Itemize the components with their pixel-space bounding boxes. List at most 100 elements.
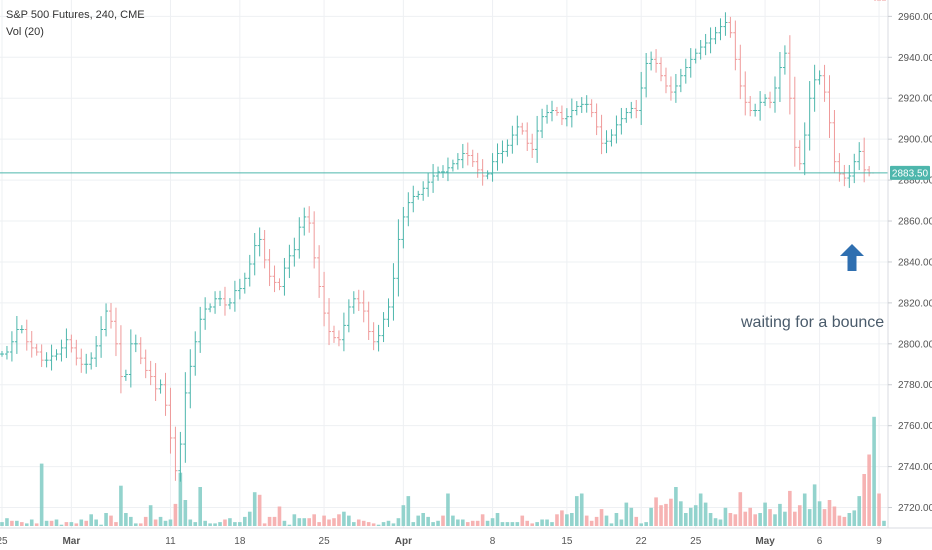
time-tick-label: May: [755, 536, 775, 547]
price-bar: [738, 44, 743, 100]
price-bar: [857, 142, 862, 171]
price-bar: [589, 99, 594, 118]
volume-bar: [505, 522, 510, 526]
price-bar: [252, 232, 257, 276]
price-bar: [19, 325, 24, 334]
price-bar: [510, 125, 515, 154]
price-tick-label: 2900.00: [898, 135, 932, 146]
last-price-box: [890, 165, 930, 180]
volume-bar: [188, 519, 193, 526]
price-tick-label: 2920.00: [898, 94, 932, 105]
price-bar: [713, 26, 718, 45]
volume-bar: [64, 522, 69, 526]
volume-bar: [594, 516, 599, 526]
price-bar: [39, 344, 44, 368]
price-bar: [416, 190, 421, 200]
price-bar: [465, 142, 470, 166]
price-bar: [297, 217, 302, 259]
price-bar: [753, 103, 758, 117]
price-bar: [733, 20, 738, 71]
volume-bar: [614, 513, 619, 526]
price-bar: [123, 369, 128, 381]
volume-bar: [698, 493, 703, 526]
price-bar: [327, 298, 332, 346]
annotation-text: waiting for a bounce: [740, 314, 884, 331]
volume-bar: [599, 509, 604, 526]
price-tick-label: 2800.00: [898, 339, 932, 350]
volume-bar: [148, 505, 153, 526]
price-bar: [654, 49, 659, 73]
volume-bar: [411, 522, 416, 526]
price-tick-label: 2740.00: [898, 462, 932, 473]
price-bar: [198, 306, 203, 353]
volume-bar: [461, 519, 465, 526]
price-bar: [113, 307, 118, 357]
volume-indicator-label: Vol (20): [6, 26, 44, 38]
volume-bar: [317, 522, 321, 526]
time-tick-label: 9: [876, 536, 882, 547]
volume-bar: [693, 505, 698, 526]
volume-bar: [104, 513, 108, 526]
volume-bar: [629, 507, 634, 526]
price-bar: [9, 331, 14, 362]
price-bar: [584, 95, 589, 113]
volume-bar: [89, 514, 93, 526]
volume-bar: [297, 518, 302, 526]
volume-bar: [669, 498, 673, 526]
price-bar: [272, 265, 277, 293]
price-bar: [178, 431, 183, 482]
price-bar: [346, 299, 351, 333]
price-bar: [133, 334, 138, 353]
price-bar: [470, 149, 475, 167]
volume-bar: [99, 524, 103, 526]
price-bar: [242, 272, 247, 294]
price-tick-label: 2820.00: [898, 298, 932, 309]
price-bar: [421, 181, 426, 201]
volume-bar: [480, 514, 485, 526]
price-bar: [4, 345, 9, 360]
price-bar: [683, 58, 688, 84]
volume-bar: [584, 515, 589, 526]
price-bar: [59, 339, 64, 362]
price-bar: [0, 350, 4, 357]
volume-bar: [238, 522, 242, 526]
price-bar: [763, 94, 768, 107]
price-bar: [257, 227, 262, 257]
price-bar: [208, 303, 213, 313]
volume-bar: [114, 522, 118, 526]
volume-bar: [495, 513, 500, 526]
volume-bar: [877, 493, 881, 526]
volume-bar: [366, 522, 371, 526]
price-tick-label: 2860.00: [898, 217, 932, 228]
price-bar: [232, 280, 237, 312]
price-bar: [445, 157, 450, 182]
volume-bar: [421, 513, 425, 526]
price-bar: [678, 68, 683, 93]
volume-bar: [267, 516, 272, 526]
volume-bar: [168, 519, 173, 526]
volume-bar: [609, 523, 614, 526]
volume-bar: [143, 516, 148, 526]
price-bar: [743, 71, 748, 116]
price-bar: [237, 278, 242, 300]
price-bar: [307, 206, 312, 233]
price-bar: [554, 106, 559, 116]
volume-bar: [441, 515, 445, 526]
volume-bar: [807, 509, 812, 526]
price-tick-label: 2780.00: [898, 380, 932, 391]
volume-bar: [852, 510, 857, 526]
volume-bar: [530, 523, 534, 526]
volume-bar: [555, 514, 559, 526]
price-bar: [703, 33, 708, 56]
price-bar: [525, 122, 530, 151]
volume-bar: [535, 522, 539, 526]
price-bar: [450, 159, 455, 172]
volume-bar: [158, 516, 163, 526]
volume-bar: [302, 518, 307, 526]
volume-bar: [213, 523, 217, 526]
price-bar: [282, 257, 287, 296]
volume-bar: [634, 516, 639, 526]
price-bar: [807, 81, 812, 151]
volume-bar: [540, 519, 544, 526]
